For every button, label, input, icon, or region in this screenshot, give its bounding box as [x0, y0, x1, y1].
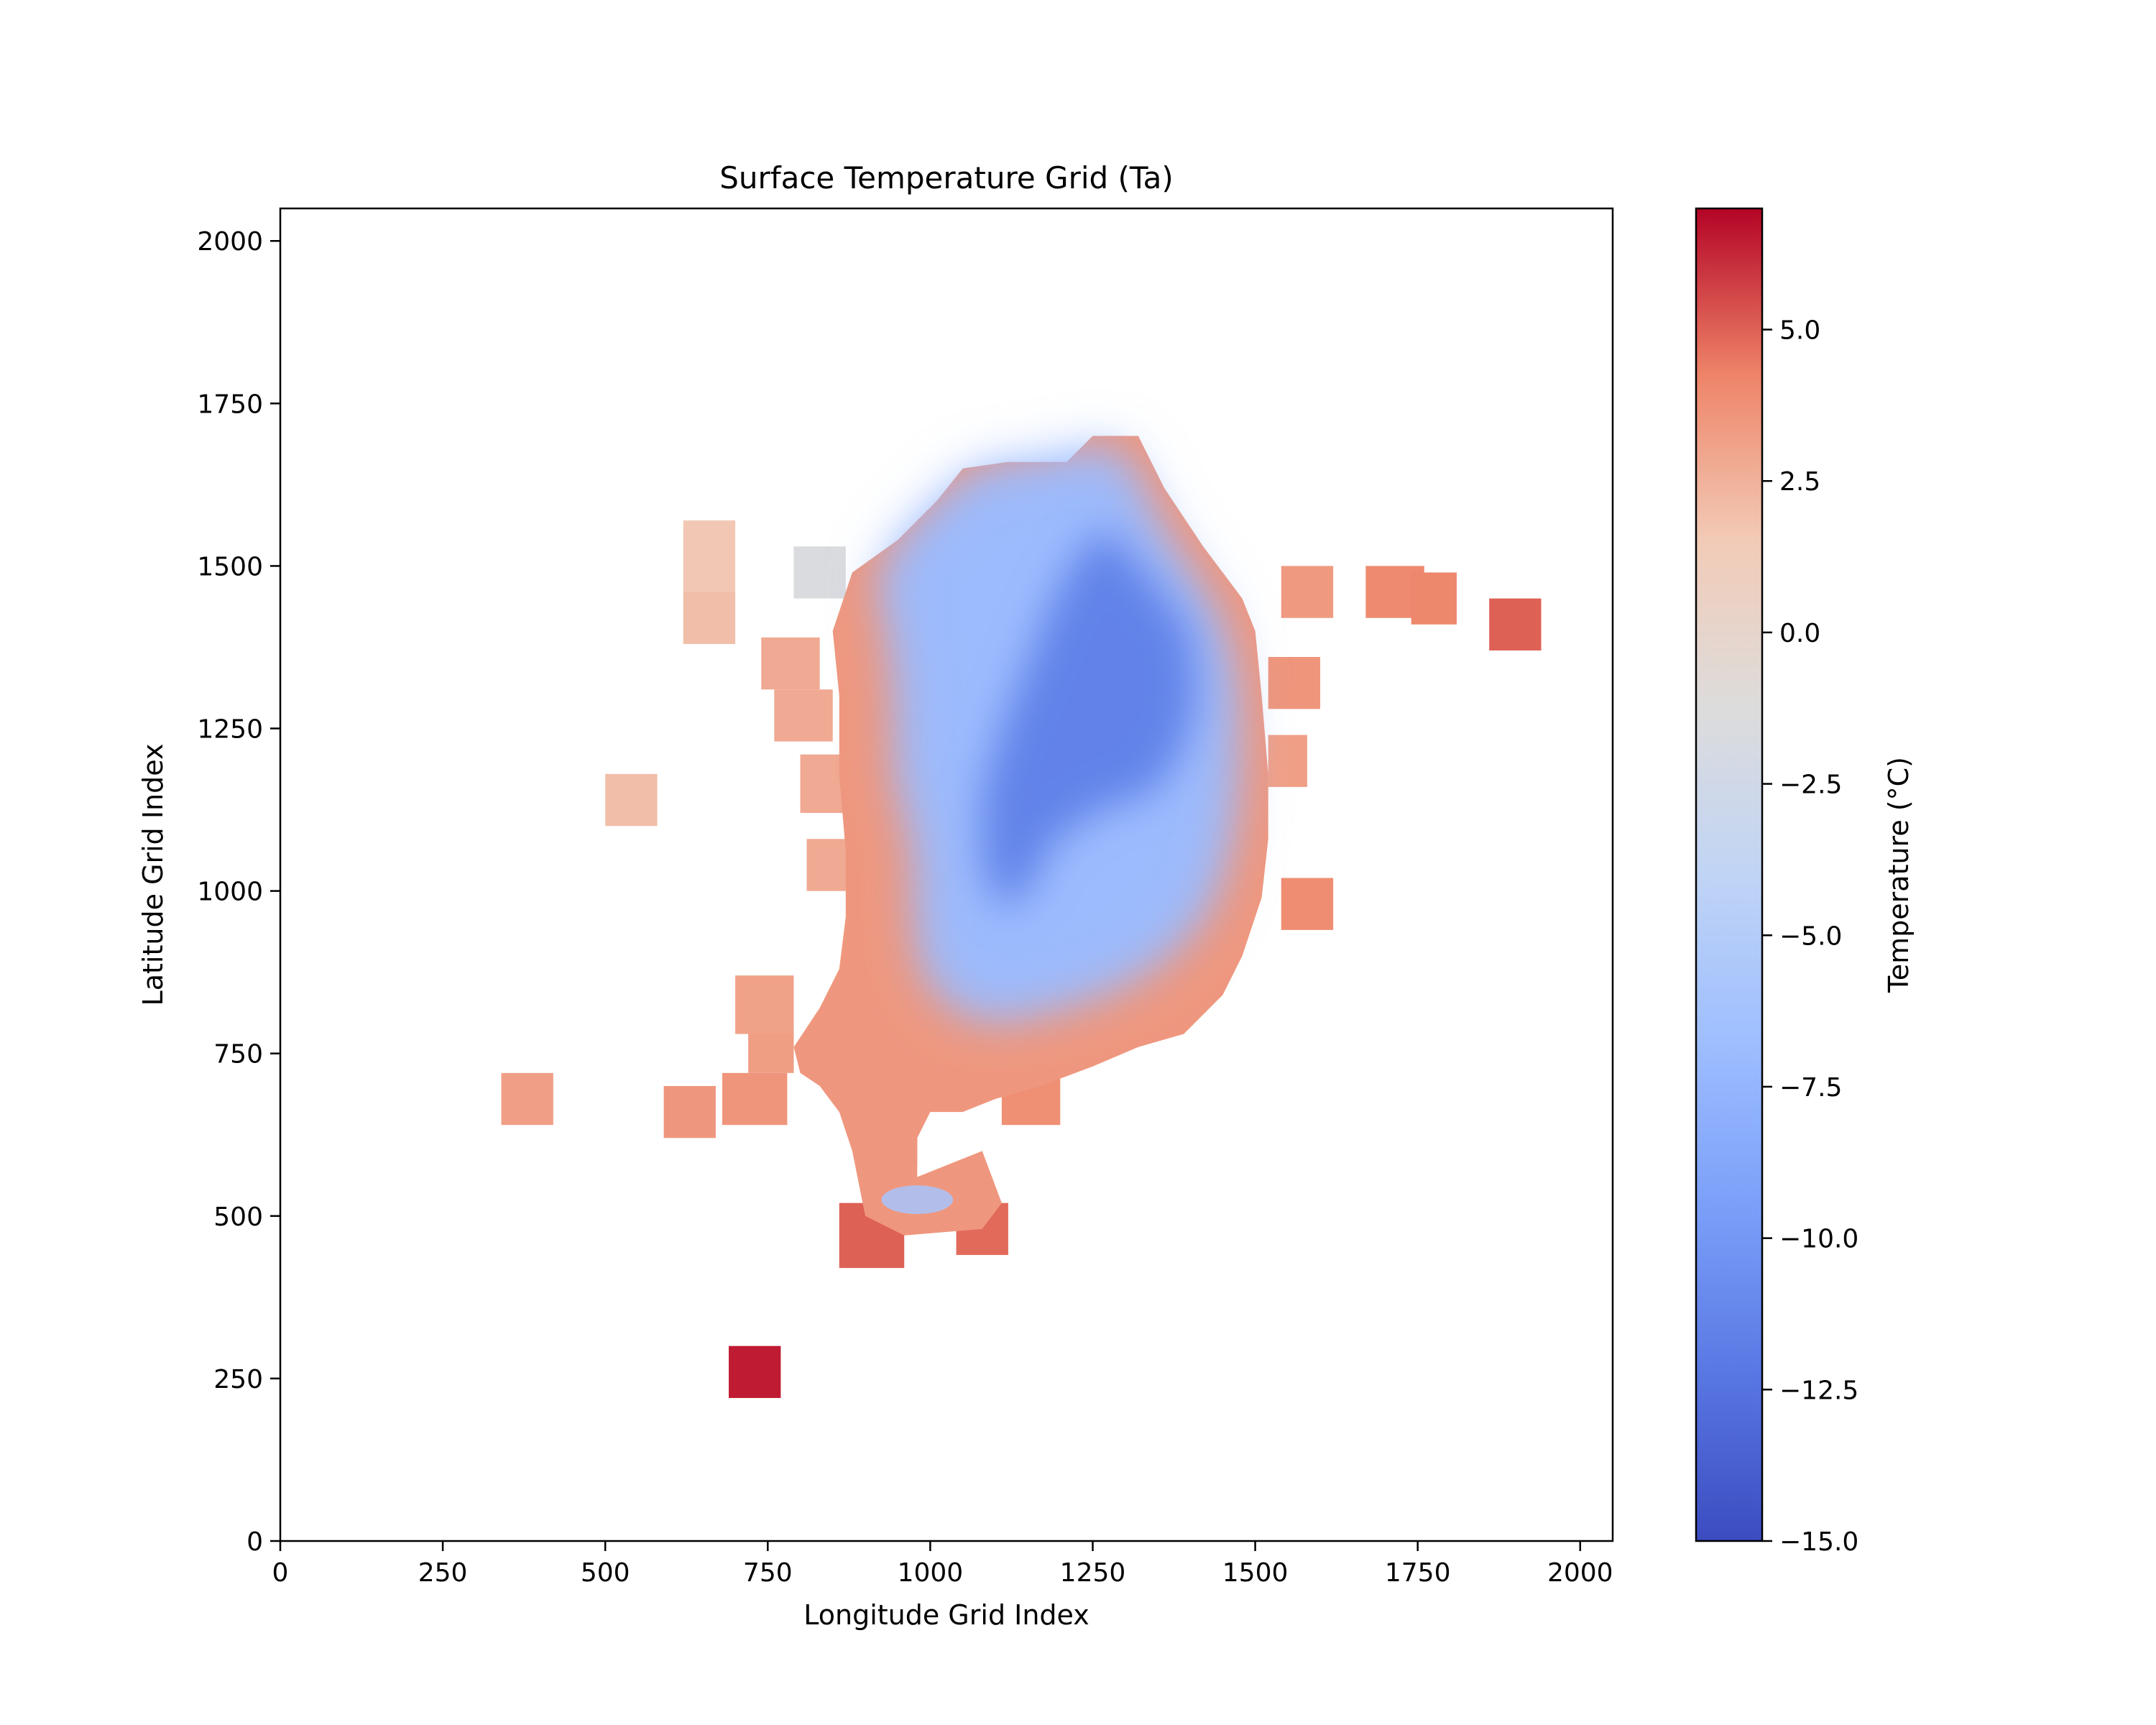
- x-tick-label: 0: [272, 1558, 289, 1588]
- y-tick-label: 250: [213, 1365, 263, 1394]
- grid-cell-4: [748, 1027, 794, 1073]
- colorbar-tick-label: 0.0: [1779, 619, 1820, 648]
- y-axis-label: Latitude Grid Index: [137, 744, 169, 1006]
- y-axis: 0 250 500 750 1000 1250 1500 1750 2000: [197, 227, 280, 1557]
- grid-cell-9: [793, 546, 846, 599]
- x-tick-label: 500: [581, 1558, 630, 1588]
- y-tick-label: 1000: [197, 878, 263, 907]
- y-tick-label: 0: [247, 1527, 263, 1557]
- grid-cell-3: [722, 1072, 788, 1126]
- x-tick-label: 250: [418, 1558, 468, 1588]
- grid-cell-7: [683, 592, 736, 644]
- colorbar-frame: [1695, 207, 1764, 1542]
- grid-cell-11: [774, 689, 833, 742]
- colorbar-tick-label: 2.5: [1779, 467, 1820, 497]
- x-tick-label: 1500: [1222, 1558, 1289, 1588]
- y-tick-label: 500: [213, 1202, 263, 1232]
- y-tick-label: 1750: [197, 390, 263, 419]
- colorbar-tick-label: −15.0: [1779, 1527, 1858, 1557]
- grid-cell-19: [1268, 657, 1321, 709]
- grid-cell-10: [761, 637, 820, 690]
- x-tick-label: 1750: [1385, 1558, 1451, 1588]
- y-tick-label: 1250: [197, 715, 263, 745]
- colorbar-tick-label: −5.0: [1779, 921, 1842, 951]
- colorbar-tick-label: −7.5: [1779, 1073, 1842, 1103]
- plot-frame: [279, 207, 1614, 1542]
- grid-cell-1: [501, 1072, 553, 1126]
- grid-cell-23: [1411, 572, 1457, 625]
- grid-cell-21: [1281, 878, 1334, 930]
- colorbar-label: Temperature (°C): [1883, 757, 1915, 993]
- chart-title: Surface Temperature Grid (Ta): [719, 160, 1173, 196]
- grid-cell-18: [1281, 566, 1334, 618]
- x-axis-label: Longitude Grid Index: [803, 1599, 1089, 1631]
- colorbar-tick-label: −10.0: [1779, 1225, 1858, 1254]
- y-tick-label: 1500: [197, 552, 263, 581]
- colorbar-tick-label: 5.0: [1779, 316, 1820, 346]
- x-tick-label: 2000: [1547, 1558, 1613, 1588]
- x-axis: 0 250 500 750 1000 1250 1500 1750 2000: [272, 1541, 1613, 1588]
- y-tick-label: 2000: [197, 227, 263, 257]
- colorbar-ticks: 5.0 2.5 0.0 −2.5 −5.0 −7.5 −10.0 −12.5 −15.0: [1762, 316, 1858, 1557]
- heatmap-layer: [501, 436, 1542, 1399]
- main-region-core: [982, 527, 1197, 911]
- x-tick-label: 750: [743, 1558, 793, 1588]
- grid-cell-24: [1489, 598, 1542, 650]
- cold-spot: [881, 1185, 954, 1215]
- grid-cell-2: [663, 1085, 716, 1138]
- grid-cell-0: [729, 1346, 781, 1399]
- y-tick-label: 750: [213, 1040, 263, 1070]
- grid-cell-6: [605, 773, 658, 827]
- x-tick-label: 1000: [898, 1558, 964, 1588]
- colorbar: [1696, 208, 1762, 1541]
- grid-cell-5: [735, 975, 794, 1034]
- x-tick-label: 1250: [1060, 1558, 1126, 1588]
- grid-cell-8: [683, 520, 736, 592]
- colorbar-tick-label: −12.5: [1779, 1376, 1858, 1405]
- grid-cell-20: [1268, 735, 1307, 787]
- colorbar-tick-label: −2.5: [1779, 770, 1842, 800]
